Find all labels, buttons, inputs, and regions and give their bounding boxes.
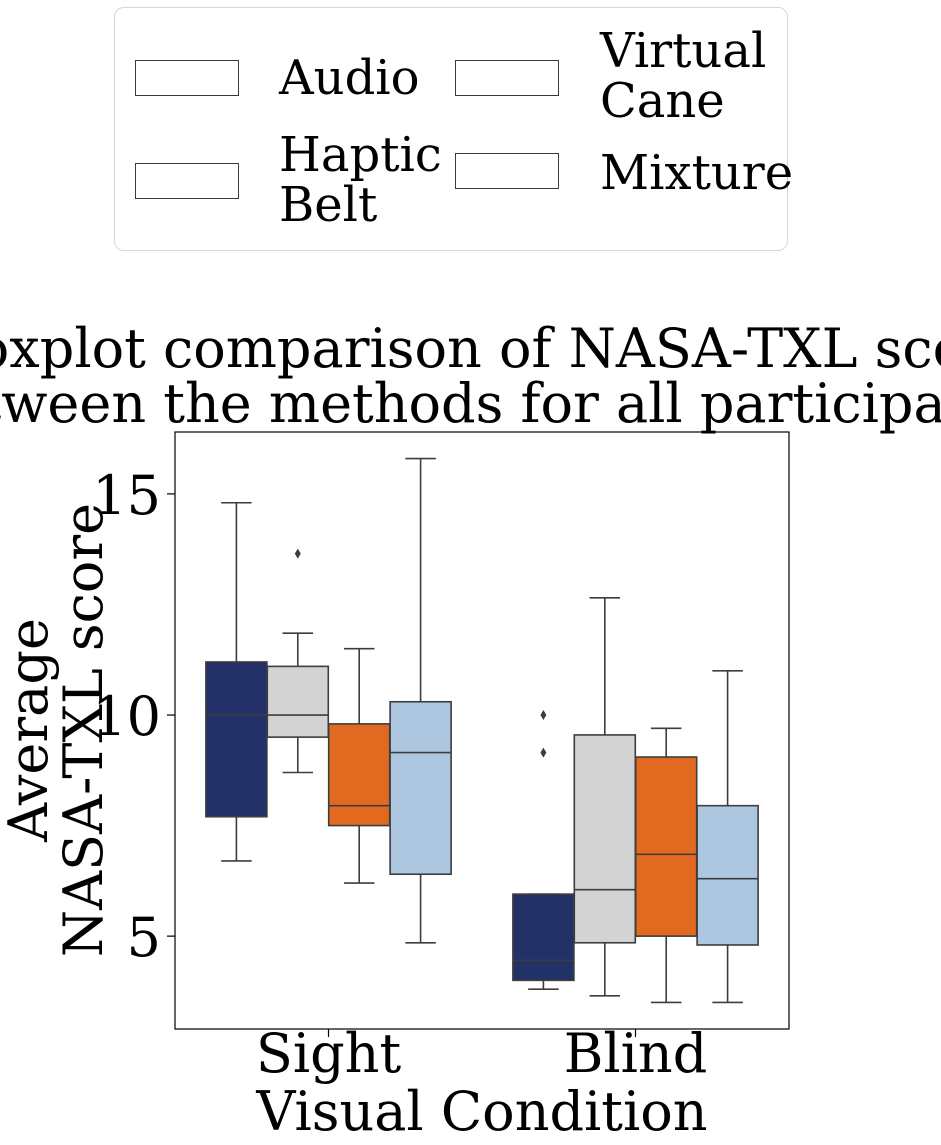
- box-haptic-belt-blind: [573, 734, 637, 944]
- y-axis-label-line-1: Average: [0, 618, 60, 843]
- box-virtual-cane-blind: [634, 756, 698, 937]
- box-audio-sight: [205, 661, 268, 818]
- legend-swatch-virtual-cane: [455, 60, 559, 96]
- chart-title-line-1: Boxplot comparison of NASA-TXL score: [0, 317, 941, 380]
- box-haptic-belt-sight: [266, 665, 330, 738]
- y-tick-label: 5: [127, 906, 161, 969]
- legend-label-haptic-belt: Haptic Belt: [279, 127, 442, 233]
- legend-label-mixture: Mixture: [600, 145, 794, 201]
- plot-area-frame: [174, 431, 790, 1030]
- legend-swatch-audio: [135, 60, 239, 96]
- legend-swatch-haptic-belt: [135, 163, 239, 199]
- box-virtual-cane-sight: [327, 723, 391, 827]
- y-tick-label: 15: [92, 464, 161, 527]
- legend: Audio Haptic Belt Virtual Cane Mixture: [114, 7, 793, 251]
- y-axis-label-line-2: NASA-TXL score: [52, 503, 115, 957]
- y-tick-label: 10: [92, 685, 161, 748]
- x-tick-label: Sight: [256, 1022, 402, 1085]
- x-axis-label: Visual Condition: [255, 1080, 707, 1143]
- legend-label-virtual-cane: Virtual Cane: [600, 23, 767, 129]
- box-mixture-sight: [389, 700, 452, 876]
- outlier-point-haptic-belt-sight: [294, 548, 301, 559]
- legend-swatch-mixture: [455, 153, 559, 189]
- outlier-point-audio-blind: [540, 747, 547, 758]
- chart-marks: 5 10 15 Sight Blind: [92, 457, 759, 1085]
- box-audio-blind: [512, 893, 575, 982]
- outlier-point-audio-blind: [540, 710, 547, 721]
- box-mixture-blind: [696, 804, 759, 946]
- legend-label-audio: Audio: [279, 50, 420, 106]
- x-tick-label: Blind: [564, 1022, 708, 1085]
- chart-title-line-2: between the methods for all participants…: [0, 372, 941, 435]
